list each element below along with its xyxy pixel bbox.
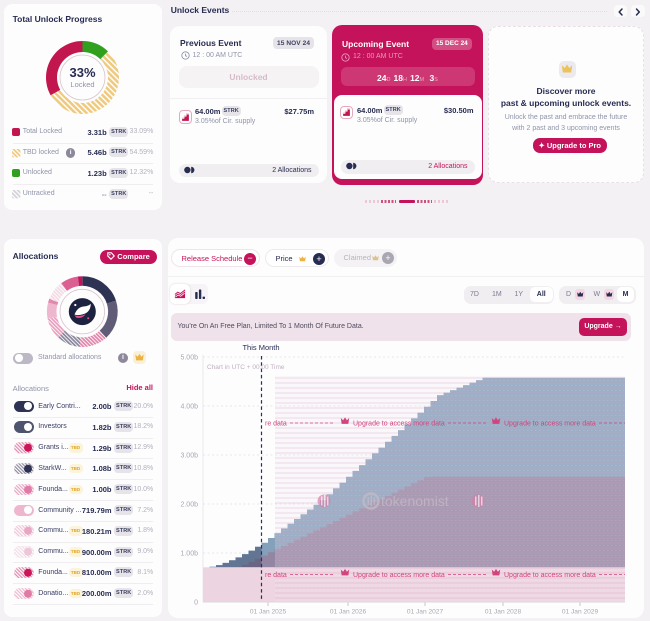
svg-text:2.00b: 2.00b (180, 502, 198, 509)
svg-text:1.00b: 1.00b (180, 551, 198, 558)
svg-text:Upgrade to access more data: Upgrade to access more data (353, 572, 445, 579)
svg-text:01 Jan 2026: 01 Jan 2026 (330, 609, 367, 616)
svg-text:Upgrade to access more data: Upgrade to access more data (504, 572, 596, 579)
svg-text:re data: re data (265, 421, 287, 428)
svg-text:3.00b: 3.00b (180, 453, 198, 460)
svg-text:Chart in UTC + 00:00 Time: Chart in UTC + 00:00 Time (207, 364, 285, 371)
svg-text:tokenomist: tokenomist (381, 493, 449, 509)
svg-text:01 Jan 2027: 01 Jan 2027 (407, 609, 444, 616)
svg-text:This Month: This Month (242, 343, 279, 352)
svg-text:5.00b: 5.00b (180, 355, 198, 362)
svg-text:01 Jan 2028: 01 Jan 2028 (485, 609, 522, 616)
svg-text:Upgrade to access more data: Upgrade to access more data (353, 421, 445, 428)
svg-text:Upgrade to access more data: Upgrade to access more data (504, 421, 596, 428)
svg-text:01 Jan 2025: 01 Jan 2025 (250, 609, 287, 616)
svg-text:01 Jan 2029: 01 Jan 2029 (562, 609, 599, 616)
svg-text:4.00b: 4.00b (180, 404, 198, 411)
svg-text:0: 0 (194, 600, 198, 607)
svg-text:re data: re data (265, 572, 287, 579)
